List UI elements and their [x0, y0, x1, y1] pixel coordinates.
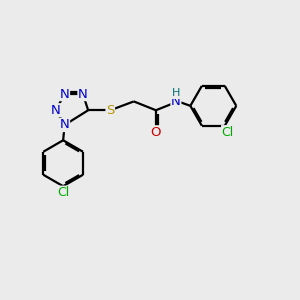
Text: N: N — [60, 88, 70, 100]
Text: O: O — [151, 126, 161, 139]
Text: Cl: Cl — [222, 126, 234, 139]
Text: N: N — [60, 118, 70, 131]
Text: N: N — [171, 95, 181, 108]
Text: N: N — [51, 104, 61, 117]
Text: Cl: Cl — [57, 186, 69, 199]
Text: S: S — [106, 104, 114, 117]
Text: N: N — [78, 88, 88, 100]
Text: H: H — [172, 88, 180, 98]
